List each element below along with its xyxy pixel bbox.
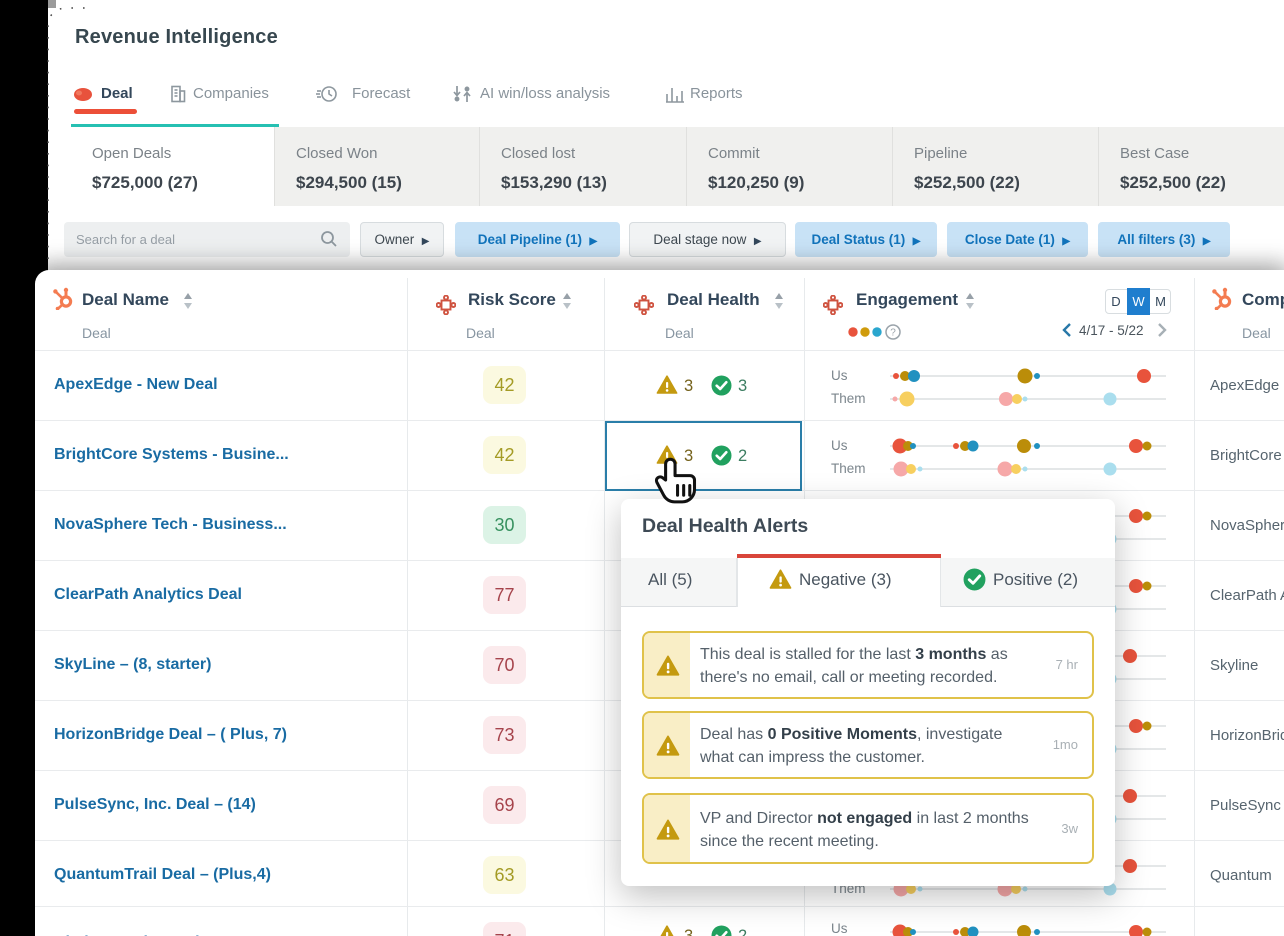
svg-text:?: ? <box>890 327 896 338</box>
